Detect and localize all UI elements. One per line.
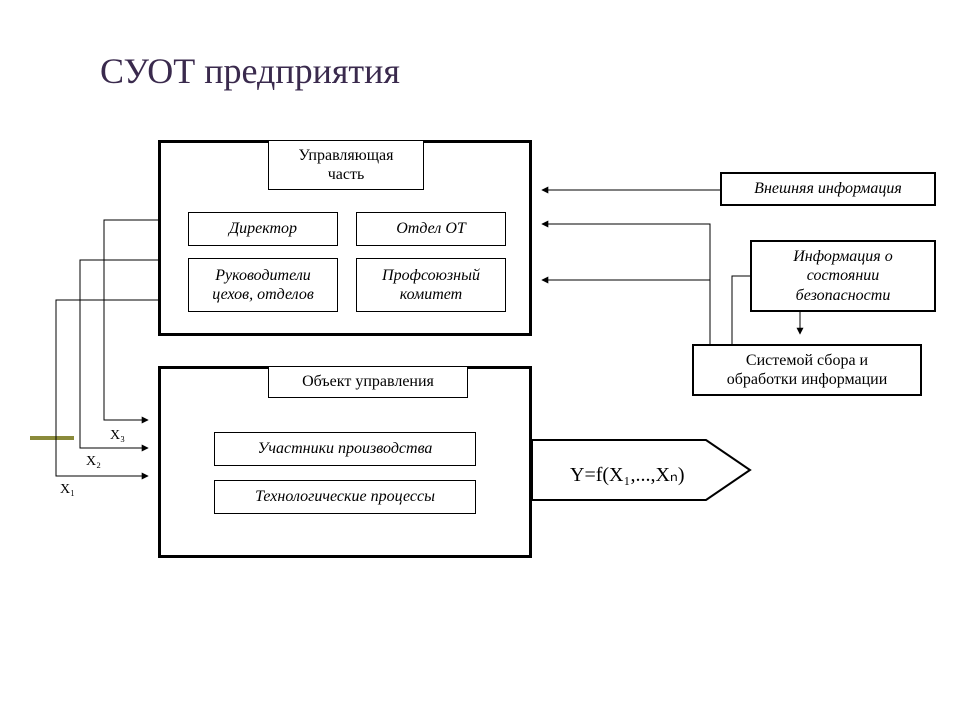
node-safety_info: Информация о состоянии безопасности [750, 240, 936, 312]
node-control_title: Управляющая часть [268, 140, 424, 190]
edge-feedback-x3 [104, 220, 158, 420]
page-title: СУОТ предприятия [100, 50, 400, 92]
edge-feedback-x1 [56, 300, 158, 476]
node-ext_info: Внешняя информация [720, 172, 936, 206]
x-label-1: X₂ [86, 454, 101, 470]
accent-bar [30, 436, 74, 440]
node-participants: Участники производства [214, 432, 476, 466]
node-object_title: Объект управления [268, 366, 468, 398]
node-union: Профсоюзный комитет [356, 258, 506, 312]
node-ot_dept: Отдел ОТ [356, 212, 506, 246]
x-label-0: X₃ [110, 428, 125, 444]
edge-feedback-x2 [80, 260, 158, 448]
x-label-2: X₁ [60, 482, 75, 498]
node-tech_processes: Технологические процессы [214, 480, 476, 514]
node-processing_sys: Системой сбора и обработки информации [692, 344, 922, 396]
node-director: Директор [188, 212, 338, 246]
formula-label: Y=f(X₁,...,Xₙ) [570, 462, 685, 487]
node-shop_heads: Руководители цехов, отделов [188, 258, 338, 312]
